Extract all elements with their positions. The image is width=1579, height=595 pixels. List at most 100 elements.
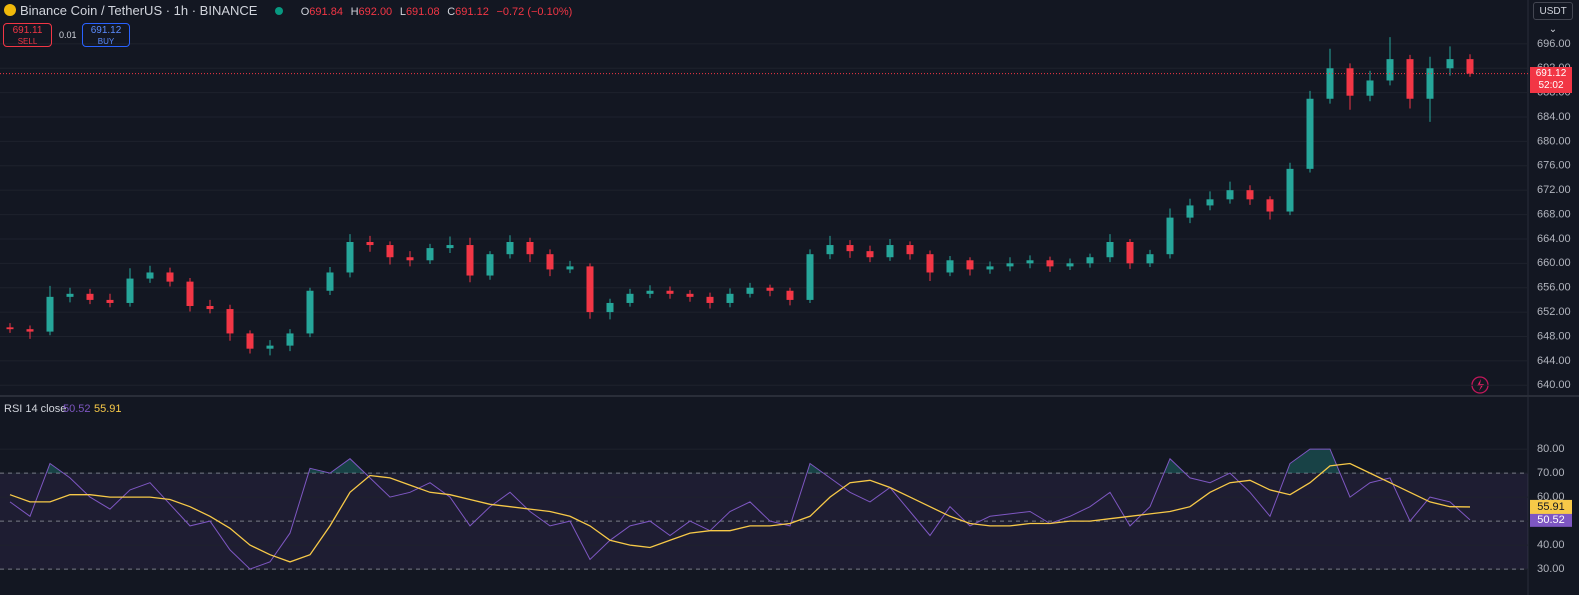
candle-body <box>666 290 674 294</box>
rsi-value: 50.52 <box>63 403 91 415</box>
candle-body <box>186 281 194 307</box>
y-tick-label: 684.00 <box>1537 111 1571 123</box>
status-dot <box>275 7 284 15</box>
value-tag <box>1530 512 1572 527</box>
ohlc-label: L <box>399 6 406 18</box>
ohlc-value: 691.84 <box>309 6 343 18</box>
candle-body <box>586 266 594 313</box>
candle-body <box>906 245 914 255</box>
candle-body <box>1406 59 1414 99</box>
countdown: 52:02 <box>1538 79 1564 91</box>
candle-body <box>1266 199 1274 212</box>
candle-body <box>446 245 454 249</box>
candle-body <box>286 333 294 346</box>
sell-label: SELL <box>17 37 38 46</box>
rsi-line <box>9 448 1471 570</box>
candle-body <box>306 290 314 334</box>
candle-body <box>1326 68 1334 99</box>
y-tick-label: 648.00 <box>1537 330 1571 342</box>
candle-body <box>746 287 754 294</box>
ohlc-label: C <box>447 6 456 18</box>
y-tick-label: 672.00 <box>1537 184 1571 196</box>
y-tick-label: 676.00 <box>1537 160 1571 172</box>
candle-body <box>1466 59 1474 74</box>
currency-select[interactable]: USDT ⌄ <box>1533 2 1573 35</box>
buy-button[interactable]: 691.12 BUY <box>82 23 130 47</box>
candle-body <box>1186 205 1194 218</box>
y-tick-label: 668.00 <box>1537 208 1571 220</box>
candle-body <box>1126 241 1134 264</box>
candle-body <box>1206 199 1214 206</box>
candle-body <box>66 293 74 297</box>
sell-price: 691.11 <box>12 25 43 36</box>
ohlc-label: O <box>300 6 310 18</box>
y-tick-label: 664.00 <box>1537 233 1571 245</box>
candle-body <box>126 278 134 303</box>
candle-body <box>6 327 14 330</box>
currency: USDT <box>1539 6 1567 17</box>
y-tick-label: 696.00 <box>1537 38 1571 50</box>
candle-body <box>426 248 434 261</box>
candle-body <box>1046 260 1054 267</box>
y-tick-label: 640.00 <box>1537 379 1571 391</box>
candle-body <box>1086 257 1094 264</box>
candle-body <box>926 254 934 273</box>
value-tag-label: 55.91 <box>1537 501 1565 513</box>
candle-body <box>526 241 534 255</box>
price-label: 691.12 52:02 <box>1530 66 1572 93</box>
candle-body <box>686 293 694 297</box>
ohlc-value: 691.12 <box>455 6 489 18</box>
candle-body <box>1226 190 1234 200</box>
candle-body <box>506 241 514 255</box>
y-tick-label: 680.00 <box>1537 135 1571 147</box>
candle-body <box>1066 263 1074 267</box>
candle-body <box>246 333 254 349</box>
candle-body <box>1306 98 1314 169</box>
candle-body <box>226 309 234 334</box>
candle-body <box>1446 59 1454 69</box>
candle-body <box>1026 260 1034 264</box>
candle-body <box>966 260 974 270</box>
candle-body <box>1146 254 1154 264</box>
rsi-legend: RSI 14 close <box>4 403 66 415</box>
candle-body <box>826 245 834 255</box>
symbol: Binance Coin / TetherUS · 1h · BINANCE <box>20 3 258 18</box>
candle-body <box>326 272 334 291</box>
y-tick-label: 656.00 <box>1537 282 1571 294</box>
y-tick-label: 644.00 <box>1537 355 1571 367</box>
rsi-line <box>9 462 1471 563</box>
ohlc-label: H <box>350 6 359 18</box>
candle-body <box>346 241 354 273</box>
quantity[interactable]: 0.01 <box>59 30 77 40</box>
candle-body <box>646 290 654 294</box>
candle-body <box>1366 80 1374 96</box>
value-tag-label: 50.52 <box>1537 514 1565 526</box>
candle-body <box>1346 68 1354 96</box>
value-tag <box>1530 499 1572 514</box>
candle-body <box>386 245 394 258</box>
candle-body <box>1286 168 1294 212</box>
candle-body <box>1006 263 1014 267</box>
candle-body <box>626 293 634 303</box>
candle-body <box>86 293 94 300</box>
ohlc-value: 691.08 <box>405 6 440 18</box>
candle-body <box>786 290 794 300</box>
candle-body <box>146 272 154 279</box>
y-tick-label: 30.00 <box>1537 563 1565 575</box>
candle-body <box>766 287 774 291</box>
candle-body <box>566 266 574 270</box>
symbol-icon <box>4 4 16 16</box>
sell-button[interactable]: 691.11 SELL <box>3 23 52 47</box>
y-tick-label: 40.00 <box>1537 539 1565 551</box>
candle-body <box>886 245 894 258</box>
candle-body <box>606 302 614 313</box>
candle-body <box>26 329 34 332</box>
candle-body <box>366 241 374 246</box>
candle-body <box>466 245 474 276</box>
candle-body <box>106 299 114 303</box>
y-tick-label: 660.00 <box>1537 257 1571 269</box>
candle-body <box>546 254 554 270</box>
candle-body <box>846 245 854 252</box>
